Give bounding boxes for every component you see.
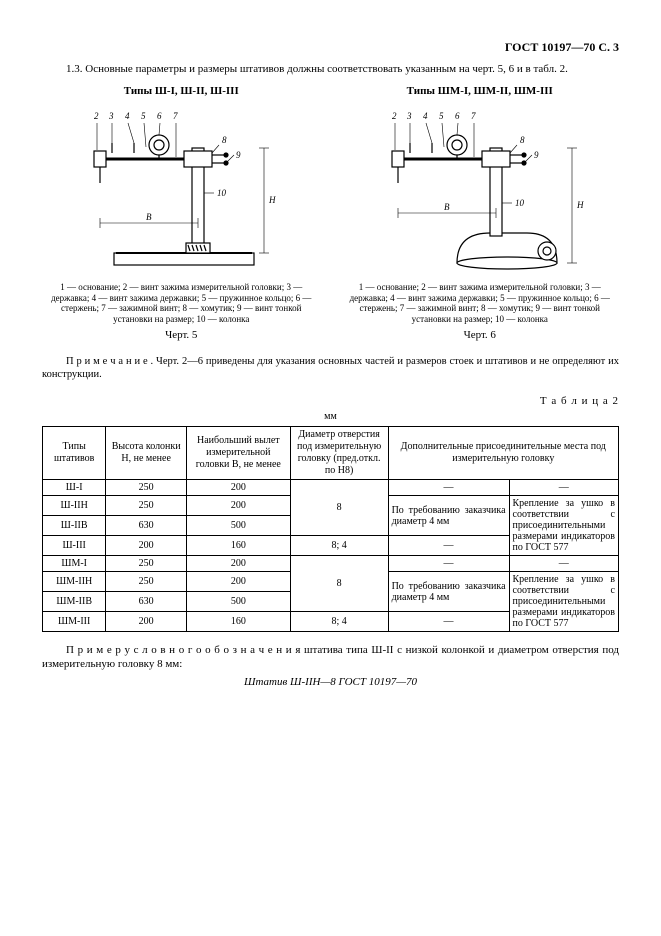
para-1-3: 1.3. Основные параметры и размеры штатив… xyxy=(42,63,619,77)
cell: — xyxy=(388,536,509,556)
svg-text:3: 3 xyxy=(108,111,114,121)
svg-text:5: 5 xyxy=(141,111,146,121)
cell: 8 xyxy=(290,556,388,612)
svg-text:B: B xyxy=(444,202,450,212)
table-row: Ш-I 250 200 8 — — xyxy=(43,480,619,496)
cell: 250 xyxy=(106,572,187,592)
page-header: ГОСТ 10197—70 С. 3 xyxy=(42,40,619,55)
cell: 200 xyxy=(186,572,290,592)
svg-text:8: 8 xyxy=(520,135,525,145)
cell: 500 xyxy=(186,592,290,612)
table-caption: Т а б л и ц а 2 xyxy=(42,395,619,407)
cell: Крепление за ушко в соответствии с присо… xyxy=(509,572,618,632)
svg-text:8: 8 xyxy=(222,135,227,145)
note: П р и м е ч а н и е . Черт. 2—6 приведен… xyxy=(42,355,619,381)
figure-5-legend: 1 — основание; 2 — винт зажима измерител… xyxy=(42,282,321,325)
cell: ШМ-IIВ xyxy=(43,592,106,612)
svg-text:10: 10 xyxy=(515,198,525,208)
cell: 160 xyxy=(186,612,290,632)
svg-text:7: 7 xyxy=(471,111,476,121)
page: ГОСТ 10197—70 С. 3 1.3. Основные парамет… xyxy=(0,0,661,936)
th-reach: Наибольший вылет измерительной головки B… xyxy=(186,427,290,480)
cell: 250 xyxy=(106,556,187,572)
svg-text:6: 6 xyxy=(157,111,162,121)
cell: — xyxy=(388,612,509,632)
cell: — xyxy=(388,480,509,496)
cell: 160 xyxy=(186,536,290,556)
cell: 8; 4 xyxy=(290,536,388,556)
cell: 8; 4 xyxy=(290,612,388,632)
cell: ШМ-IIН xyxy=(43,572,106,592)
figure-5-title: Типы Ш-I, Ш-II, Ш-III xyxy=(42,85,321,97)
table-2: Типы штативов Высота колонки H, не менее… xyxy=(42,426,619,632)
th-extra: Дополнительные присоединительные места п… xyxy=(388,427,618,480)
figure-5-label: Черт. 5 xyxy=(42,329,321,341)
cell: 630 xyxy=(106,516,187,536)
cell: Ш-IIВ xyxy=(43,516,106,536)
cell: ШМ-III xyxy=(43,612,106,632)
cell: По требованию заказчика диаметр 4 мм xyxy=(388,496,509,536)
svg-text:3: 3 xyxy=(406,111,412,121)
th-types: Типы штативов xyxy=(43,427,106,480)
cell: 200 xyxy=(106,612,187,632)
figure-6-legend: 1 — основание; 2 — винт зажима измерител… xyxy=(341,282,620,325)
figure-6-drawing: 2 3 4 5 6 7 8 9 10 B H xyxy=(362,103,597,278)
table-unit: мм xyxy=(42,411,619,422)
figure-5: Типы Ш-I, Ш-II, Ш-III xyxy=(42,85,321,341)
svg-text:5: 5 xyxy=(439,111,444,121)
svg-text:4: 4 xyxy=(423,111,428,121)
cell: 250 xyxy=(106,480,187,496)
example-text: П р и м е р у с л о в н о г о о б о з н … xyxy=(42,644,619,672)
svg-text:H: H xyxy=(268,195,276,205)
cell: 630 xyxy=(106,592,187,612)
svg-text:7: 7 xyxy=(173,111,178,121)
th-height: Высота колонки H, не менее xyxy=(106,427,187,480)
table-header-row: Типы штативов Высота колонки H, не менее… xyxy=(43,427,619,480)
svg-text:10: 10 xyxy=(217,188,227,198)
cell: Ш-IIН xyxy=(43,496,106,516)
svg-text:4: 4 xyxy=(125,111,130,121)
cell: Ш-I xyxy=(43,480,106,496)
cell: По требованию заказчика диаметр 4 мм xyxy=(388,572,509,612)
cell: 200 xyxy=(186,556,290,572)
svg-text:2: 2 xyxy=(94,111,99,121)
svg-text:H: H xyxy=(576,200,584,210)
figure-6-title: Типы ШМ-I, ШМ-II, ШМ-III xyxy=(341,85,620,97)
figure-5-drawing: 2 3 4 5 6 7 8 9 10 B H xyxy=(64,103,299,278)
cell: — xyxy=(509,480,618,496)
cell: Ш-III xyxy=(43,536,106,556)
example-designation: Штатив Ш-IIН—8 ГОСТ 10197—70 xyxy=(42,676,619,688)
cell: 250 xyxy=(106,496,187,516)
th-diam: Диаметр отверстия под измерительную голо… xyxy=(290,427,388,480)
svg-text:B: B xyxy=(146,212,152,222)
cell: — xyxy=(388,556,509,572)
cell: 8 xyxy=(290,480,388,536)
cell: — xyxy=(509,556,618,572)
cell: 500 xyxy=(186,516,290,536)
cell: Крепление за ушко в соответствии с присо… xyxy=(509,496,618,556)
cell: ШМ-I xyxy=(43,556,106,572)
svg-text:2: 2 xyxy=(392,111,397,121)
cell: 200 xyxy=(106,536,187,556)
figure-6: Типы ШМ-I, ШМ-II, ШМ-III xyxy=(341,85,620,341)
cell: 200 xyxy=(186,480,290,496)
svg-text:9: 9 xyxy=(236,150,241,160)
svg-text:6: 6 xyxy=(455,111,460,121)
table-row: ШМ-I 250 200 8 — — xyxy=(43,556,619,572)
figures-row: Типы Ш-I, Ш-II, Ш-III xyxy=(42,85,619,341)
cell: 200 xyxy=(186,496,290,516)
svg-text:9: 9 xyxy=(534,150,539,160)
figure-6-label: Черт. 6 xyxy=(341,329,620,341)
